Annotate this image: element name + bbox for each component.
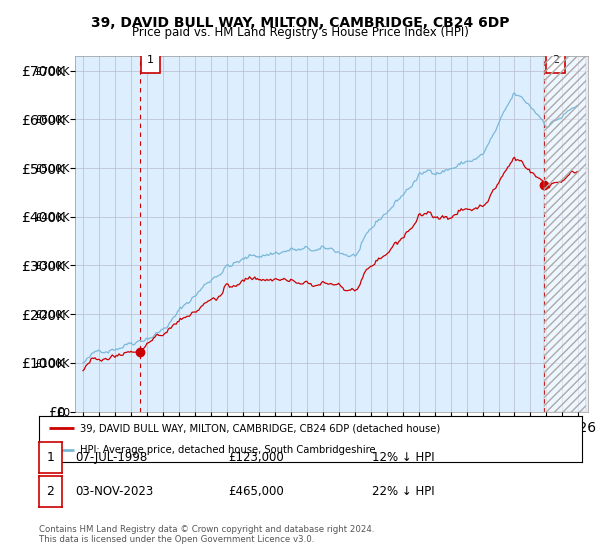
Text: 2: 2	[552, 55, 559, 64]
Text: 03-NOV-2023: 03-NOV-2023	[75, 485, 153, 498]
FancyBboxPatch shape	[141, 46, 160, 73]
Text: HPI: Average price, detached house, South Cambridgeshire: HPI: Average price, detached house, Sout…	[80, 445, 376, 455]
Text: 39, DAVID BULL WAY, MILTON, CAMBRIDGE, CB24 6DP: 39, DAVID BULL WAY, MILTON, CAMBRIDGE, C…	[91, 16, 509, 30]
Text: Price paid vs. HM Land Registry's House Price Index (HPI): Price paid vs. HM Land Registry's House …	[131, 26, 469, 39]
Text: 1: 1	[46, 451, 55, 464]
Text: 39, DAVID BULL WAY, MILTON, CAMBRIDGE, CB24 6DP (detached house): 39, DAVID BULL WAY, MILTON, CAMBRIDGE, C…	[80, 423, 440, 433]
Text: 2: 2	[46, 485, 55, 498]
Text: £465,000: £465,000	[228, 485, 284, 498]
FancyBboxPatch shape	[546, 46, 565, 73]
Text: 12% ↓ HPI: 12% ↓ HPI	[372, 451, 434, 464]
Text: 1: 1	[147, 55, 154, 64]
Text: Contains HM Land Registry data © Crown copyright and database right 2024.
This d: Contains HM Land Registry data © Crown c…	[39, 525, 374, 544]
Text: 07-JUL-1998: 07-JUL-1998	[75, 451, 147, 464]
Text: £123,000: £123,000	[228, 451, 284, 464]
Text: 22% ↓ HPI: 22% ↓ HPI	[372, 485, 434, 498]
